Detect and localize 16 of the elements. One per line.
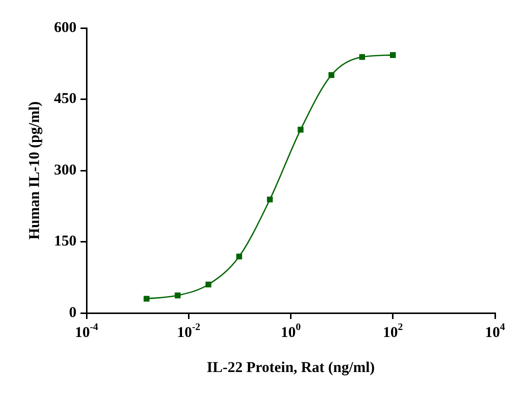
point — [390, 52, 396, 58]
point — [144, 296, 150, 302]
y-axis-title: Human IL-10 (pg/ml) — [26, 101, 43, 240]
point — [266, 196, 273, 202]
point — [328, 72, 334, 78]
y-tick-label: 150 — [54, 234, 76, 250]
y-tick-label: 0 — [69, 304, 76, 321]
point — [174, 292, 181, 298]
point — [359, 54, 366, 60]
point — [298, 126, 304, 133]
y-tick-label: 300 — [54, 162, 76, 178]
x-axis-title: IL-22 Protein, Rat (ng/ml) — [206, 360, 375, 376]
point — [236, 254, 242, 260]
y-tick-label: 600 — [54, 20, 76, 36]
y-tick-label: 450 — [54, 91, 76, 108]
point — [205, 282, 212, 288]
